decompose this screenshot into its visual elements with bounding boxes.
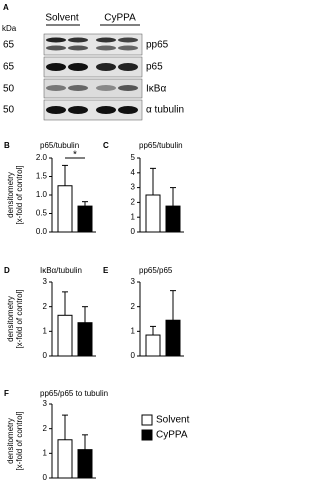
y-tick-label: 0 [131, 351, 136, 360]
y-tick-label: 3 [131, 183, 136, 192]
chart-title: pp65/p65 [139, 266, 173, 275]
panel-label: B [4, 141, 10, 150]
protein-label: α tubulin [146, 105, 184, 116]
y-tick-label: 1.0 [36, 190, 48, 199]
bar [77, 322, 93, 357]
kda-value: 65 [3, 40, 15, 51]
y-tick-label: 0.0 [36, 227, 48, 236]
y-tick-label: 2 [43, 424, 48, 433]
legend-label: CyPPA [156, 430, 188, 441]
y-axis-label: [x-fold of control] [15, 411, 24, 470]
panel-label: E [103, 266, 109, 275]
bar [77, 449, 93, 479]
y-tick-label: 1 [131, 212, 136, 221]
bar [145, 334, 161, 357]
chart-title: pp65/p65 to tubulin [40, 389, 108, 398]
y-tick-label: 2 [43, 302, 48, 311]
group-label: Solvent [45, 13, 79, 24]
legend-swatch [141, 414, 153, 426]
bar [57, 439, 73, 479]
kda-value: 50 [3, 105, 15, 116]
figure: A kDa Solvent CyPPA 65 65 50 50 pp65 p65… [2, 3, 190, 482]
y-tick-label: 2.0 [36, 153, 48, 162]
panel-label: A [3, 3, 9, 12]
blot-image [43, 33, 143, 121]
bar [57, 185, 73, 233]
panel-label: F [4, 389, 9, 398]
y-axis-label: [x-fold of control] [15, 165, 24, 224]
bar [145, 194, 161, 233]
kda-label: kDa [2, 24, 17, 33]
y-tick-label: 1 [131, 326, 136, 335]
protein-label: IκBα [146, 84, 166, 95]
panel-label: D [4, 266, 10, 275]
chart-title: pp65/tubulin [139, 141, 183, 150]
y-tick-label: 5 [131, 153, 136, 162]
y-tick-label: 3 [43, 277, 48, 286]
legend-label: Solvent [156, 415, 190, 426]
y-tick-label: 2 [131, 198, 136, 207]
y-tick-label: 4 [131, 168, 136, 177]
kda-value: 65 [3, 62, 15, 73]
chart-title: p65/tubulin [40, 141, 79, 150]
protein-label: pp65 [146, 40, 169, 51]
y-tick-label: 3 [43, 399, 48, 408]
group-label: CyPPA [104, 13, 136, 24]
legend-swatch [141, 429, 153, 441]
y-axis-label: densitometry [6, 418, 15, 464]
y-tick-label: 1 [43, 326, 48, 335]
panel-label: C [103, 141, 109, 150]
y-tick-label: 1 [43, 448, 48, 457]
chart-title: IκBα/tubulin [40, 266, 82, 275]
bar [165, 205, 181, 233]
protein-label: p65 [146, 62, 163, 73]
kda-value: 50 [3, 84, 15, 95]
y-tick-label: 1.5 [36, 172, 48, 181]
significance-label: * [73, 150, 77, 161]
y-axis-label: densitometry [6, 296, 15, 342]
y-tick-label: 0 [43, 473, 48, 482]
bar [57, 314, 73, 357]
bar [77, 205, 93, 233]
bar [165, 319, 181, 357]
y-tick-label: 2 [131, 302, 136, 311]
y-tick-label: 0 [43, 351, 48, 360]
y-axis-label: densitometry [6, 172, 15, 218]
y-tick-label: 3 [131, 277, 136, 286]
y-tick-label: 0.5 [36, 209, 48, 218]
y-axis-label: [x-fold of control] [15, 289, 24, 348]
y-tick-label: 0 [131, 227, 136, 236]
